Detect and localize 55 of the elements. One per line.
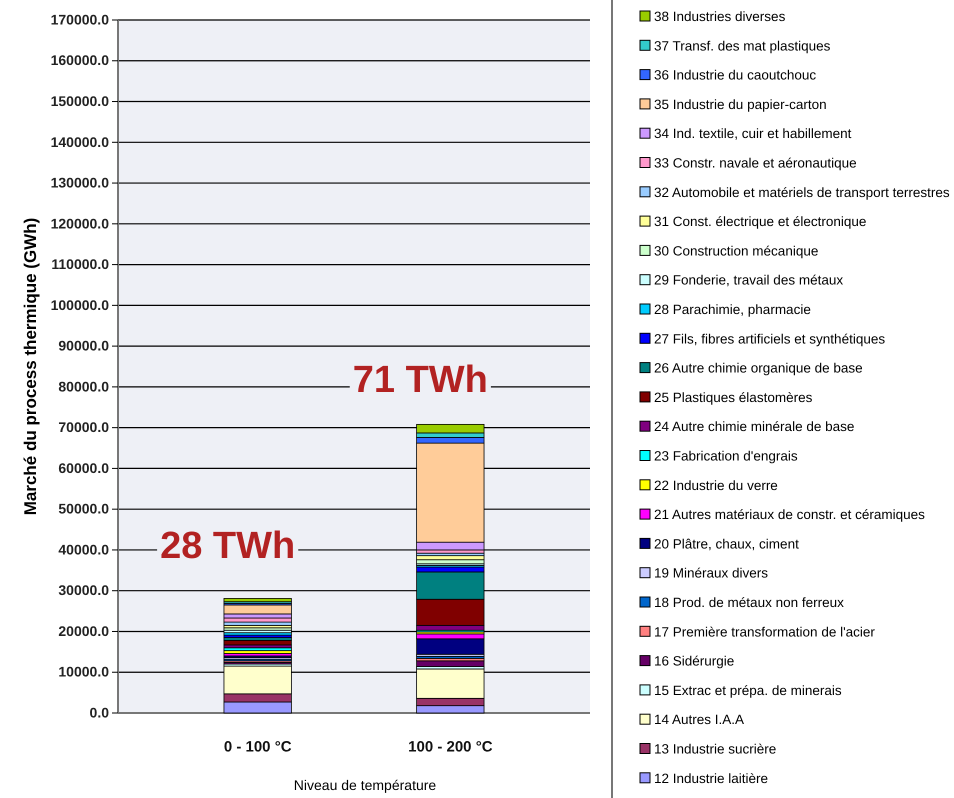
legend-label: 36 Industrie du caoutchouc <box>654 68 816 83</box>
y-tick-label: 20000.0 <box>58 622 110 639</box>
legend-label: 21 Autres matériaux de constr. et céramiques <box>654 507 926 522</box>
legend-label: 31 Const. électrique et électronique <box>654 214 866 230</box>
legend-label: 18 Prod. de métaux non ferreux <box>654 595 844 610</box>
legend-label: 28 Parachimie, pharmacie <box>654 302 811 317</box>
y-tick-label: 40000.0 <box>58 541 110 558</box>
legend-label: 24 Autre chimie minérale de base <box>654 419 854 434</box>
x-tick-label: 100 - 200 °C <box>408 738 493 756</box>
y-tick-label: 100000.0 <box>50 296 110 313</box>
y-tick-label: 50000.0 <box>58 500 110 517</box>
y-tick-label: 160000.0 <box>50 52 110 68</box>
annotation: 28 TWh <box>160 525 296 567</box>
y-tick-label: 110000.0 <box>51 256 110 272</box>
legend-label: 14 Autres I.A.A <box>654 712 744 728</box>
y-tick-label: 140000.0 <box>50 134 110 150</box>
bar <box>416 638 484 655</box>
legend-label: 26 Autre chimie organique de base <box>654 360 863 376</box>
y-tick-label: 70000.0 <box>58 419 110 436</box>
legend-label: 38 Industries diverses <box>654 9 786 24</box>
legend-label: 23 Fabrication d'engrais <box>654 448 798 464</box>
x-axis-title: Niveau de température <box>294 777 436 793</box>
legend-label: 25 Plastiques élastomères <box>654 390 813 405</box>
legend-label: 30 Construction mécanique <box>654 243 818 258</box>
legend-label: 19 Minéraux divers <box>654 566 768 581</box>
bar <box>224 604 292 614</box>
y-tick-label: 10000.0 <box>58 664 110 680</box>
legend-label: 13 Industrie sucrière <box>654 742 776 756</box>
y-tick-label: 80000.0 <box>58 378 110 394</box>
legend-label: 22 Industrie du verre <box>654 478 778 493</box>
legend-label: 29 Fonderie, travail des métaux <box>654 272 844 288</box>
legend-label: 20 Plâtre, chaux, ciment <box>654 536 800 552</box>
annotation: 71 TWh <box>352 359 488 401</box>
y-tick-label: 120000.0 <box>50 215 110 232</box>
y-tick-label: 90000.0 <box>58 338 110 354</box>
x-tick-label: 0 - 100 °C <box>224 738 292 756</box>
legend-label: 27 Fils, fibres artificiels et synthétiques <box>654 331 886 346</box>
legend-label: 34 Ind. textile, cuir et habillement <box>654 126 852 142</box>
y-tick-label: 60000.0 <box>58 460 110 476</box>
bar <box>416 660 484 667</box>
legend-label: 32 Automobile et matériels de transport terrestres <box>654 184 950 200</box>
y-axis-title: Marché du process thermique (GWh) <box>21 218 40 516</box>
y-tick-label: 150000.0 <box>50 93 110 110</box>
legend-label: 15 Extrac et prépa. de minerais <box>654 682 842 698</box>
y-tick-label: 170000.0 <box>50 11 110 28</box>
y-tick-label: 30000.0 <box>58 582 110 598</box>
legend-label: 33 Constr. navale et aéronautique <box>654 156 857 170</box>
legend-label: 37 Transf. des mat plastiques <box>654 38 831 54</box>
legend-label: 35 Industrie du papier-carton <box>654 96 827 112</box>
bar <box>224 598 292 602</box>
y-tick-label: 0.0 <box>90 704 110 720</box>
y-tick-label: 130000.0 <box>50 174 110 191</box>
legend-label: 17 Première transformation de l'acier <box>654 624 876 640</box>
legend-label: 16 Sidérurgie <box>654 654 734 669</box>
legend-label: 12 Industrie laitière <box>654 770 768 786</box>
